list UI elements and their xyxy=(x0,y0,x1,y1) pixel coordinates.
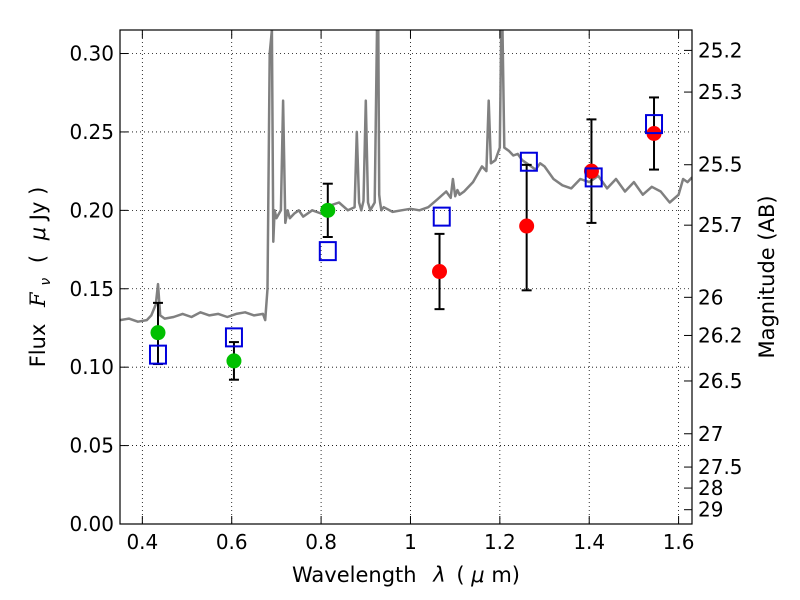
x-axis-title-unit-rest: m) xyxy=(491,563,520,587)
x-tick-label: 0.6 xyxy=(216,530,248,554)
mag-tick-label: 25.3 xyxy=(698,80,743,104)
spectrum-line xyxy=(120,30,692,323)
model-square-marker xyxy=(519,151,538,172)
y-axis-title: Flux F ν ( μ Jy ) xyxy=(26,187,55,368)
x-axis-title: Wavelength λ ( μ m) xyxy=(292,563,520,587)
data-point xyxy=(583,163,599,179)
x-axis-title-unit-mu: μ xyxy=(470,563,484,587)
model-square-marker xyxy=(645,114,664,135)
y-tick-label: 0.30 xyxy=(69,42,114,66)
y-tick-label: 0.20 xyxy=(69,198,114,222)
data-point xyxy=(320,202,336,218)
mag-tick-label: 25.2 xyxy=(698,38,743,62)
y-axis-title-unit-mu: μ xyxy=(26,227,50,241)
mag-tick-label: 27 xyxy=(698,422,723,446)
model-square-marker xyxy=(432,206,451,227)
x-axis-title-unit-open: ( xyxy=(456,563,464,587)
mag-tick-label: 29 xyxy=(698,498,723,522)
mag-tick-label: 28 xyxy=(698,476,723,500)
marker-layer xyxy=(148,114,664,369)
y-tick-label: 0.25 xyxy=(69,120,114,144)
y-tick-label: 0.10 xyxy=(69,355,114,379)
y-axis-title-symbol: F xyxy=(26,291,50,308)
x-tick-label: 0.8 xyxy=(305,530,337,554)
model-square-marker xyxy=(148,344,167,365)
model-square-marker xyxy=(318,241,337,262)
plot-data-area xyxy=(120,30,692,381)
y-tick-label: 0.15 xyxy=(69,277,114,301)
mag-tick-label: 27.5 xyxy=(698,455,743,479)
mag-tick-label: 26.2 xyxy=(698,323,743,347)
plot-frame xyxy=(119,29,693,525)
model-square-marker xyxy=(584,167,603,188)
mag-tick-label: 25.7 xyxy=(698,213,743,237)
y-axis-title-unit-rest: Jy ) xyxy=(26,187,50,223)
model-square-marker xyxy=(224,327,243,348)
x-axis-title-symbol: λ xyxy=(432,563,445,587)
x-tick-label: 0.4 xyxy=(126,530,158,554)
mag-tick-label: 26.5 xyxy=(698,369,743,393)
x-axis-title-text: Wavelength xyxy=(292,563,417,587)
mag-tick-label: 25.5 xyxy=(698,153,743,177)
y2-axis-title: Magnitude (AB) xyxy=(755,195,779,358)
x-tick-label: 1.6 xyxy=(663,530,695,554)
data-point xyxy=(519,218,535,234)
spectrum-layer xyxy=(120,30,692,323)
x-tick-label: 1 xyxy=(404,530,417,554)
data-point xyxy=(150,325,166,341)
mag-tick-label: 26 xyxy=(698,285,723,309)
grid-lines xyxy=(120,30,692,524)
y-tick-label: 0.05 xyxy=(69,434,114,458)
axis-ticks: 0.4 0.6 0.8 1 1.2 1.4 1.6 0.00 0.05 0.10 0.15 0.20 0… xyxy=(69,30,743,554)
y-axis-title-subscript: ν xyxy=(38,278,54,286)
y-axis-title-unit-open: ( xyxy=(26,255,50,263)
y-axis-title-text: Flux xyxy=(26,324,50,368)
x-tick-label: 1.4 xyxy=(573,530,605,554)
data-point xyxy=(432,264,448,280)
y-tick-label: 0.00 xyxy=(69,512,114,536)
data-point xyxy=(226,353,242,369)
x-tick-label: 1.2 xyxy=(484,530,516,554)
